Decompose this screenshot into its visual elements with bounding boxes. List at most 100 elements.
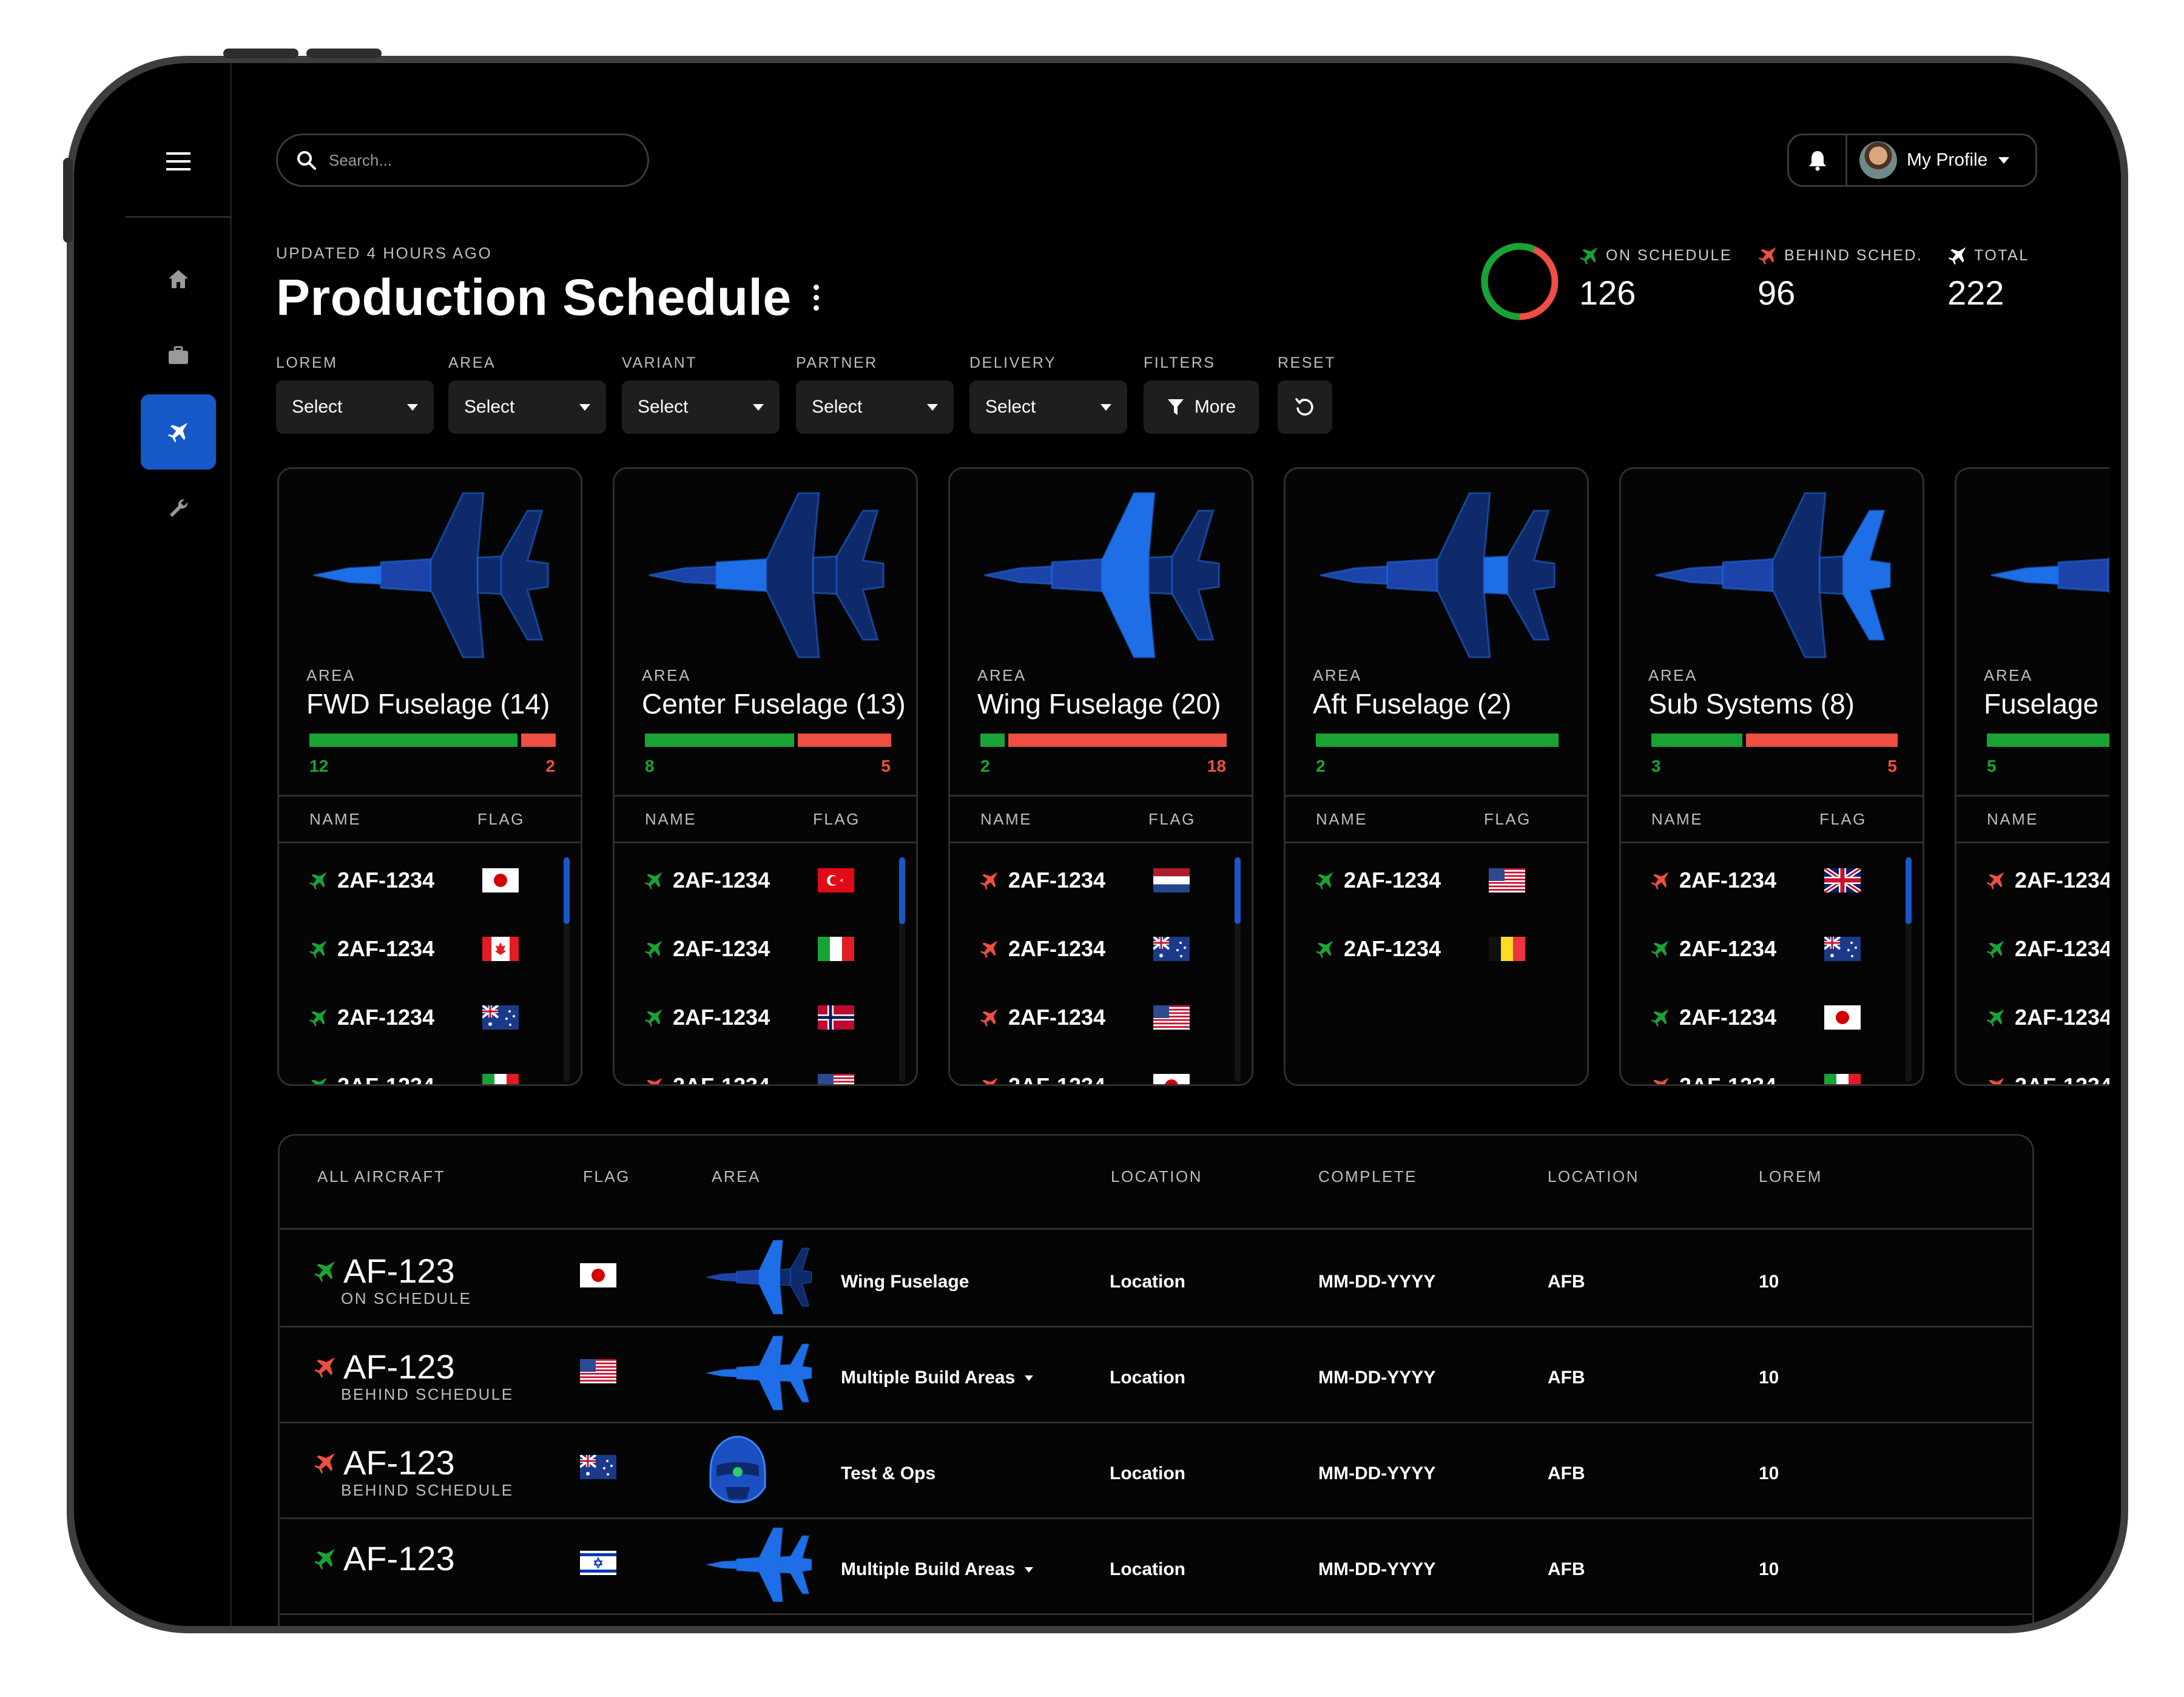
list-item[interactable]: 2AF-1234 [308,931,519,967]
lorem-select[interactable]: Select [276,380,434,434]
filter-reset: RESET [1278,354,1336,434]
stat-on-schedule: ON SCHEDULE 126 [1579,245,1732,312]
scrollbar-thumb[interactable] [564,857,570,924]
variant-select[interactable]: Select [622,380,780,434]
scrollbar[interactable] [899,857,905,1082]
list-item[interactable]: 2AF-1234 [979,931,1190,967]
list-item[interactable]: 2AF-1234 [308,862,519,899]
select-value: Select [464,397,515,417]
schedule-status: BEHIND SCHEDULE [341,1385,514,1403]
card-area-name: Fuselage [1984,688,2099,720]
area-thumbnail [698,1429,777,1511]
area-card[interactable]: AREA Wing Fuselage (20) 2 18 NAME FLAG 2AF-123… [948,467,1253,1086]
chevron-down-icon[interactable] [1025,1375,1034,1381]
helmet-icon [709,1436,766,1503]
list-item[interactable]: 2AF-1234 [1315,931,1525,967]
scrollbar-thumb[interactable] [1906,857,1912,924]
list-item[interactable]: 2AF-1234 [308,999,519,1036]
aircraft-id: AF-123 [343,1252,455,1290]
list-item[interactable]: 2AF-1234 [979,999,1190,1036]
on-schedule-segment [645,734,794,747]
table-row[interactable]: AF-123 BEHIND SCHEDULE Test & Ops Location M… [280,1423,2032,1519]
area-card[interactable]: AREA Sub Systems (8) 3 5 NAME FLAG 2AF-1234 2AF… [1619,467,1924,1086]
table-row[interactable]: AF-123 ON SCHEDULE Wing Fuselage Location MM… [280,1232,2032,1328]
jet-icon [314,1548,335,1570]
jet-icon [1758,247,1776,265]
list-item[interactable]: 2AF-1234 [1986,999,2109,1036]
list-item[interactable]: 2AF-1234 [644,862,854,899]
list-item[interactable]: 2AF-1234 [1986,1068,2109,1086]
list-item[interactable]: 2AF-1234 [1650,999,1861,1036]
scrollbar-thumb[interactable] [1235,857,1241,924]
lorem-cell: 10 [1759,1368,1779,1388]
column-header: NAME [645,810,697,828]
chevron-down-icon[interactable] [1025,1567,1034,1573]
list-item[interactable]: 2AF-1234 [644,1068,854,1084]
card-area-label: AREA [1984,666,2033,684]
nav-tools[interactable] [141,471,216,546]
scrollbar[interactable] [1235,857,1241,1082]
funnel-icon [1167,399,1184,415]
area-cell[interactable]: Multiple Build Areas [841,1559,1034,1580]
area-cell[interactable]: Multiple Build Areas [841,1368,1034,1388]
location2-cell: AFB [1548,1368,1585,1388]
aircraft-table: ALL AIRCRAFT FLAG AREA LOCATION COMPLETE… [278,1134,2034,1626]
profile-area: My Profile [1787,133,2037,187]
scrollbar[interactable] [1906,857,1912,1082]
on-schedule-count: 5 [1987,757,1997,775]
notifications-button[interactable] [1789,135,1847,185]
area-name: Multiple Build Areas [841,1368,1016,1388]
schedule-progress-bar [645,734,894,747]
menu-button[interactable] [141,124,216,199]
list-item[interactable]: 2AF-1234 [1986,862,2109,899]
area-name: Multiple Build Areas [841,1559,1016,1579]
reset-button[interactable] [1278,380,1332,434]
bell-icon [1808,151,1826,171]
list-item[interactable]: 2AF-1234 [1315,862,1525,899]
aircraft-code: 2AF-1234 [2015,1073,2109,1086]
table-row[interactable]: AF-123 Multiple Build Areas Location MM-DD-… [280,1519,2032,1615]
profile-label[interactable]: My Profile [1907,150,1988,170]
list-item[interactable]: 2AF-1234 [644,999,854,1036]
behind-schedule-segment [521,734,556,747]
chevron-down-icon [579,403,590,411]
search-bar[interactable] [276,133,649,187]
aircraft-diagram [1990,556,2109,595]
area-select[interactable]: Select [448,380,606,434]
scrollbar-thumb[interactable] [899,857,905,924]
chevron-down-icon[interactable] [1998,157,2010,164]
nav-aircraft[interactable] [141,394,216,470]
nav-briefcase[interactable] [141,318,216,393]
more-options-icon[interactable] [813,285,819,311]
delivery-select[interactable]: Select [969,380,1127,434]
card-list-header: NAME FLAG [615,795,916,843]
list-item[interactable]: 2AF-1234 [644,931,854,967]
list-item[interactable]: 2AF-1234 [1986,931,2109,967]
more-filters-button[interactable]: More [1144,380,1259,434]
avatar[interactable] [1859,141,1897,179]
list-item[interactable]: 2AF-1234 [1650,931,1861,967]
area-card[interactable]: AREA Center Fuselage (13) 8 5 NAME FLAG 2AF-12… [613,467,918,1086]
area-card[interactable]: AREA Aft Fuselage (2) 2 NAME FLAG 2AF-1234 2AF… [1284,467,1589,1086]
table-row[interactable]: AF-123 BEHIND SCHEDULE Multiple Build Area… [280,1328,2032,1423]
list-item[interactable]: 2AF-1234 [979,862,1190,899]
on-schedule-segment [1987,734,2109,747]
lorem-cell: 10 [1759,1559,1779,1579]
list-item[interactable]: 2AF-1234 [979,1068,1190,1084]
list-item[interactable]: 2AF-1234 [1650,1068,1861,1084]
card-image [291,487,570,663]
filter-label: LOREM [276,354,338,371]
search-input[interactable] [329,150,632,170]
aircraft-code: 2AF-1234 [337,1005,435,1030]
list-item[interactable]: 2AF-1234 [1650,862,1862,899]
partner-select[interactable]: Select [796,380,954,434]
aircraft-code: 2AF-1234 [1679,936,1777,961]
jet-icon [1653,1078,1669,1084]
list-item[interactable]: 2AF-1234 [308,1068,519,1084]
jet-icon [644,872,662,890]
scrollbar[interactable] [564,857,570,1082]
nav-home[interactable] [141,241,216,317]
jet-icon [1989,1078,2004,1084]
area-card[interactable]: AREA FWD Fuselage (14) 12 2 NAME FLAG 2AF-1234… [277,467,582,1086]
